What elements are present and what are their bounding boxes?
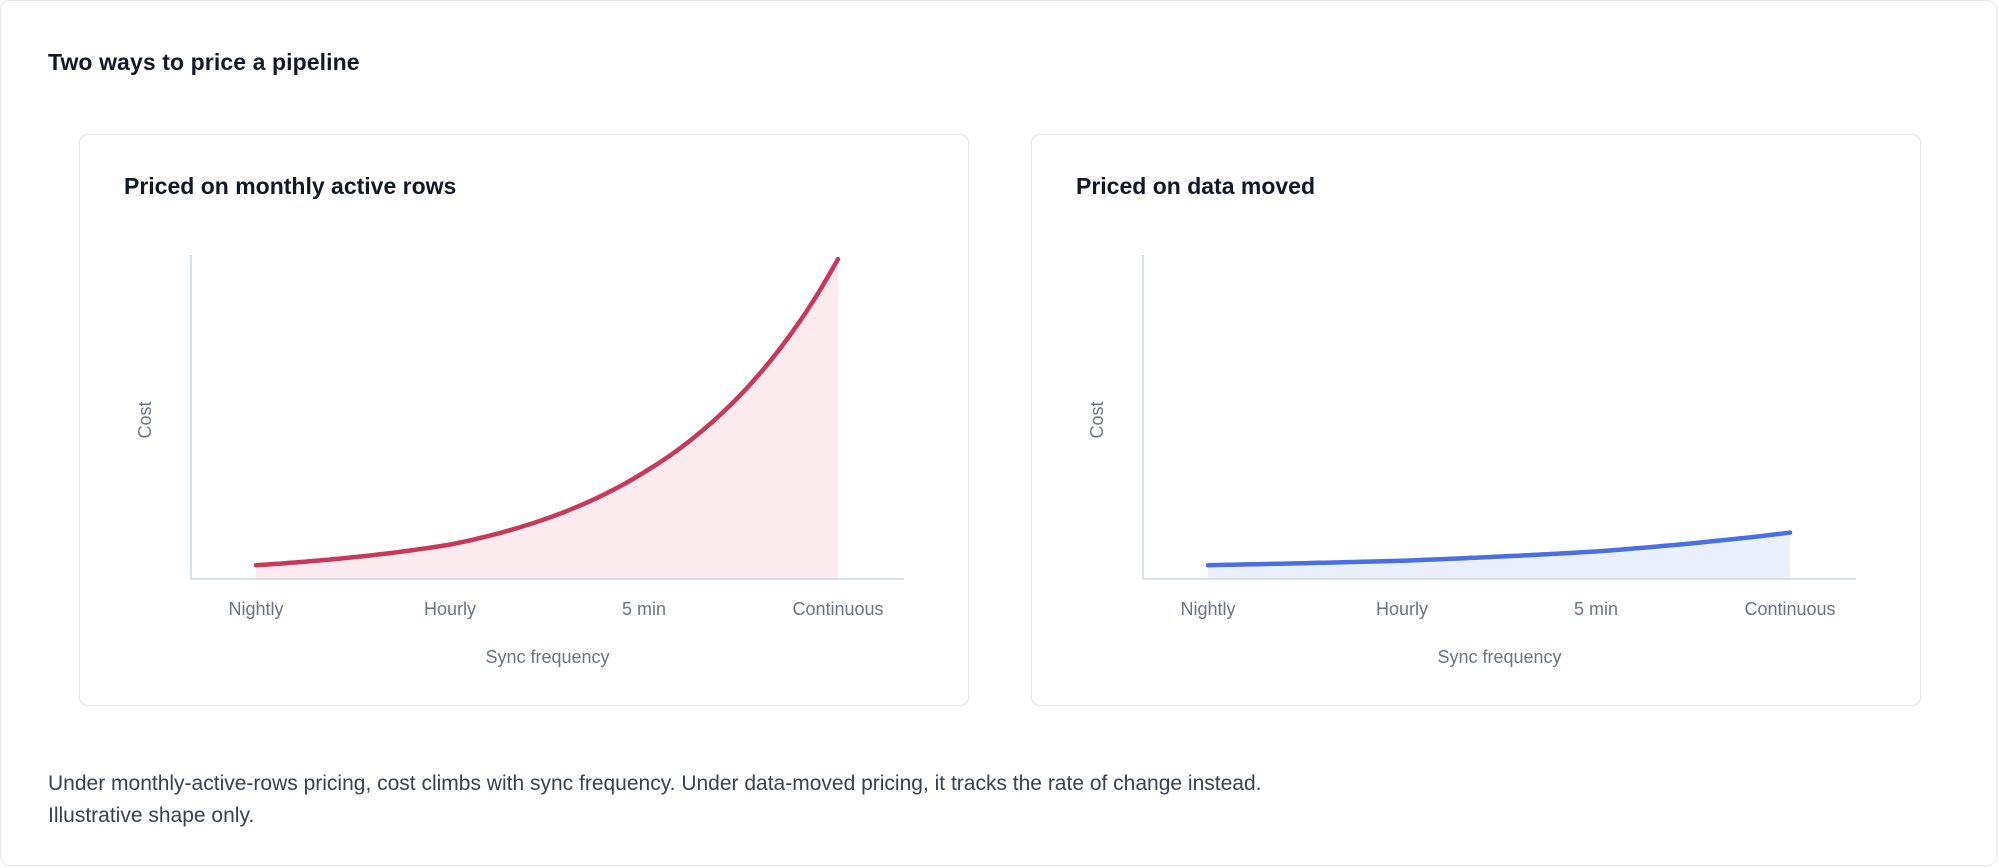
series-area <box>1208 532 1790 579</box>
x-axis-title: Sync frequency <box>1437 647 1561 667</box>
y-axis-title: Cost <box>1087 401 1107 438</box>
chart-svg-data-moved: Nightly Hourly 5 min Continuous Sync frequen… <box>1087 255 1856 667</box>
y-axis-title: Cost <box>135 401 155 438</box>
chart-caption: Under monthly-active-rows pricing, cost … <box>48 768 1548 832</box>
series-area <box>256 259 838 579</box>
chart-svg-monthly-active-rows: Nightly Hourly 5 min Continuous Sync frequen… <box>135 255 904 667</box>
chart-title: Priced on data moved <box>1076 173 1316 199</box>
x-tick-label: Continuous <box>792 599 883 619</box>
caption-line-2: Illustrative shape only. <box>48 804 255 827</box>
x-tick-label: Hourly <box>424 599 476 619</box>
x-axis-title: Sync frequency <box>485 647 609 667</box>
x-tick-label: 5 min <box>622 599 666 619</box>
x-tick-label: Hourly <box>1376 599 1428 619</box>
chart-card-data-moved: Priced on data moved Nightly Hourly 5 min C… <box>1031 134 1921 706</box>
series-line <box>253 256 841 568</box>
x-tick-label: Nightly <box>228 599 283 619</box>
caption-line-1: Under monthly-active-rows pricing, cost … <box>48 772 1262 795</box>
x-tick-label: Nightly <box>1180 599 1235 619</box>
x-tick-label: 5 min <box>1574 599 1618 619</box>
page-title: Two ways to price a pipeline <box>48 49 360 75</box>
x-tick-label: Continuous <box>1744 599 1835 619</box>
chart-title: Priced on monthly active rows <box>124 173 457 199</box>
series-line <box>1205 530 1793 568</box>
chart-card-monthly-active-rows: Priced on monthly active rows Nightly Hou… <box>79 134 969 706</box>
